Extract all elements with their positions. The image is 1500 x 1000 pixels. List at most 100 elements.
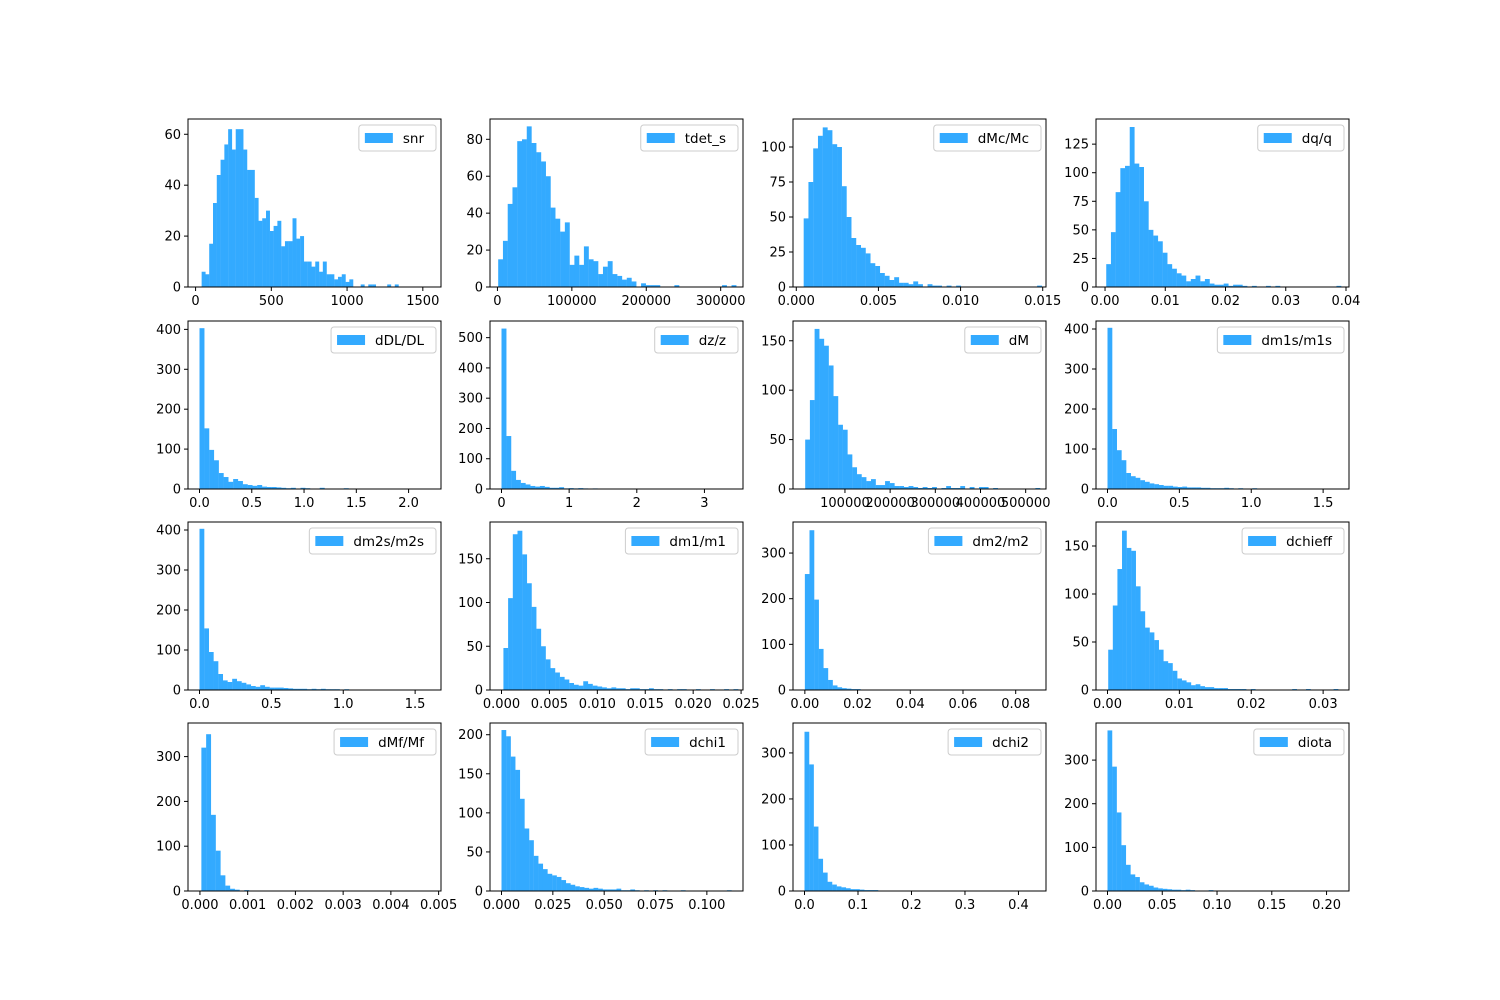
x-tick-label: 0.04 <box>1332 294 1361 309</box>
histogram-bar <box>602 687 607 691</box>
axes-frame <box>1095 521 1350 691</box>
y-tick-label: 300 <box>156 564 181 579</box>
x-tick-label: 0.0 <box>189 496 210 511</box>
y-tick-label: 50 <box>466 845 483 860</box>
histogram-bar <box>507 203 513 287</box>
histogram-bar <box>206 734 212 891</box>
subplot-dDL-DL: 0.0 0.5 1.0 1.5 2.0 0 100 200 300 400 dDL/DL <box>156 320 442 511</box>
histogram-bar <box>520 482 526 489</box>
histogram-bar <box>288 688 294 690</box>
histogram-bar <box>1116 450 1122 489</box>
histogram-bar <box>204 428 210 489</box>
legend-label: tdet_s <box>685 131 726 147</box>
histogram-bar <box>819 338 825 489</box>
y-tick-label: 100 <box>458 596 483 611</box>
y-tick-label: 75 <box>769 176 786 191</box>
y-tick-label: 100 <box>1064 841 1089 856</box>
legend-label: dm2/m2 <box>972 534 1029 550</box>
x-tick-label: 1.0 <box>294 496 315 511</box>
histogram-bar <box>222 680 228 690</box>
histogram-bar <box>731 285 737 287</box>
histogram-bar <box>302 688 308 690</box>
histogram-bar <box>1144 884 1150 891</box>
histogram-bar <box>538 863 544 891</box>
histogram-bar <box>515 479 521 489</box>
x-tick-label: 3 <box>700 496 708 511</box>
subplot-dchi2: 0.0 0.1 0.2 0.3 0.4 0 100 200 300 dchi2 <box>761 722 1047 913</box>
histogram-bar <box>1108 649 1113 690</box>
legend-box <box>308 527 437 555</box>
x-tick-label: 0.025 <box>534 898 571 913</box>
axes-frame <box>1095 722 1350 892</box>
histogram-bar <box>201 747 207 891</box>
y-tick-label: 100 <box>761 141 786 156</box>
y-tick-label: 150 <box>1064 540 1089 555</box>
histogram-bar <box>1144 481 1150 489</box>
histogram-bar <box>894 486 900 489</box>
axes-frame <box>187 320 442 490</box>
histogram-bar <box>247 485 253 489</box>
legend: dm1s/m1s <box>1216 326 1345 354</box>
histogram-bar <box>1224 487 1230 489</box>
histogram-bar <box>1200 686 1205 690</box>
histogram-bar <box>823 668 829 690</box>
histogram-bar <box>540 646 546 690</box>
histogram-bar <box>885 481 890 489</box>
axes-frame <box>187 722 442 892</box>
y-tick-label: 100 <box>1064 588 1089 603</box>
histogram-bar <box>524 828 530 891</box>
histogram-bar <box>296 238 301 287</box>
histogram-bar <box>227 682 233 690</box>
histogram-bar <box>1172 268 1177 287</box>
histogram-bar <box>1242 285 1248 287</box>
x-tick-label: 0.025 <box>722 697 759 712</box>
x-tick-label: 0.000 <box>778 294 815 309</box>
histogram-bar <box>319 487 325 489</box>
legend: dchi1 <box>644 728 739 756</box>
x-tick-label: 500000 <box>1001 496 1051 511</box>
histogram-bar <box>549 487 555 489</box>
histogram-bar <box>201 271 206 287</box>
x-tick-label: 0.06 <box>949 697 978 712</box>
histogram-bar <box>1153 235 1159 287</box>
histogram-bar <box>607 261 613 287</box>
histogram-bar <box>205 274 210 287</box>
histogram-bar <box>809 530 815 690</box>
histogram-bar <box>1158 649 1164 690</box>
histogram-bar <box>564 222 570 287</box>
subplot-dMf-Mf: 0.000 0.001 0.002 0.003 0.004 0.005 0 100 200 300… <box>156 722 457 913</box>
histogram-bar <box>827 881 833 891</box>
legend-label: dchieff <box>1286 534 1333 550</box>
histogram-bar <box>620 688 626 690</box>
x-tick-label: 0.03 <box>1309 697 1338 712</box>
y-tick-label: 50 <box>769 211 786 226</box>
y-tick-label: 400 <box>156 524 181 539</box>
axes-frame <box>1095 320 1350 490</box>
histogram-bar <box>626 277 632 287</box>
histogram-bar <box>1110 232 1116 287</box>
legend-swatch <box>340 737 369 747</box>
legend: snr <box>358 124 437 152</box>
y-tick-label: 200 <box>1064 403 1089 418</box>
axes-frame <box>792 722 1047 892</box>
histogram-bar <box>845 888 851 891</box>
histogram-bar <box>1204 279 1210 287</box>
histogram-bar <box>300 487 306 489</box>
histogram-bar <box>1106 264 1112 287</box>
legend-box <box>1241 527 1345 555</box>
y-tick-label: 0 <box>173 483 181 498</box>
histogram-bar <box>510 756 516 891</box>
y-tick-label: 200 <box>761 592 786 607</box>
histogram-bar <box>525 484 531 489</box>
x-tick-label: 0.02 <box>843 697 872 712</box>
histogram-bar <box>1218 688 1224 690</box>
histogram-bar <box>588 259 594 287</box>
histogram-bar <box>1176 889 1182 891</box>
histogram-bar <box>606 688 612 690</box>
histogram-bar <box>1149 632 1155 690</box>
histogram-bar <box>1148 885 1154 891</box>
x-tick-label: 1.5 <box>346 496 367 511</box>
histogram-bar <box>894 277 900 287</box>
histogram-bar <box>847 454 853 489</box>
histogram-bar <box>879 273 885 287</box>
